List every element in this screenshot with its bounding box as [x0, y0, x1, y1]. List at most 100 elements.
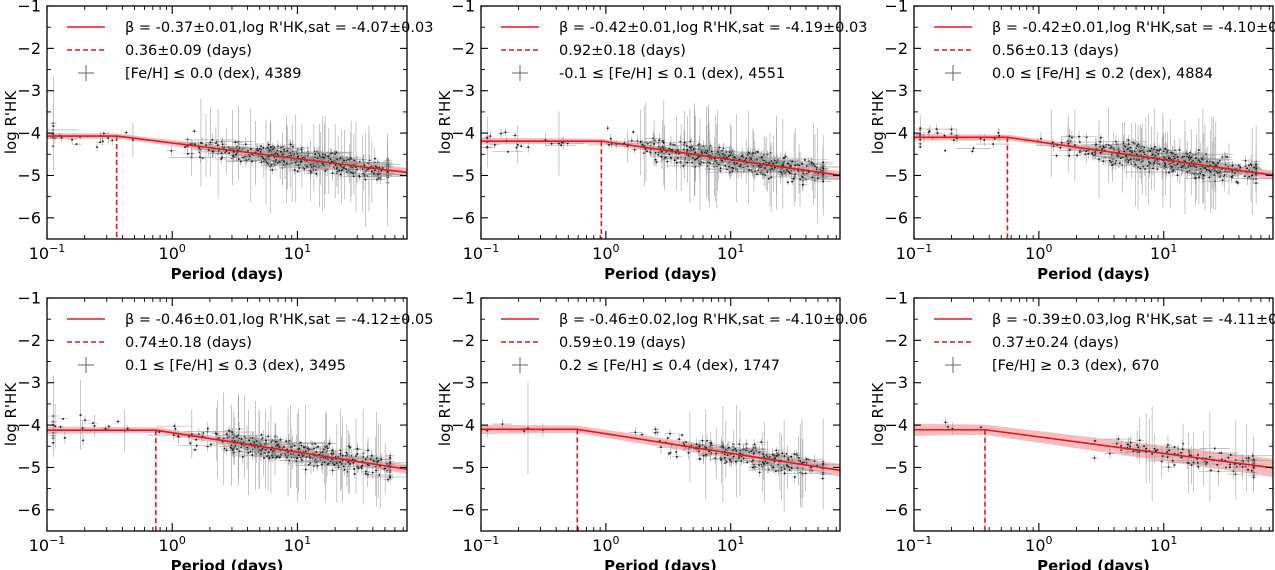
data-point	[767, 162, 770, 165]
data-point	[283, 161, 286, 164]
data-point	[759, 171, 762, 174]
data-point	[1102, 145, 1105, 148]
data-point	[302, 156, 304, 158]
data-point	[725, 156, 728, 159]
data-point	[1110, 147, 1113, 149]
data-point	[221, 143, 224, 146]
data-point	[683, 148, 685, 151]
data-point	[805, 165, 808, 167]
data-point	[343, 159, 345, 162]
data-point	[271, 145, 274, 148]
data-point	[283, 148, 286, 151]
data-point	[260, 161, 263, 163]
data-point	[1108, 159, 1111, 162]
legend-saturation-label: 0.92±0.18 (days)	[559, 43, 686, 59]
data-point	[345, 171, 348, 173]
data-point	[798, 164, 801, 167]
data-point	[805, 173, 808, 175]
data-point	[372, 172, 375, 175]
data-point	[606, 127, 609, 129]
data-point	[764, 167, 766, 169]
data-point	[1209, 163, 1211, 165]
data-point	[688, 149, 690, 152]
data-point	[645, 141, 647, 143]
data-point	[329, 152, 332, 155]
data-point	[1226, 156, 1228, 158]
data-point	[641, 143, 644, 146]
data-point	[1152, 164, 1155, 166]
data-point	[1085, 136, 1088, 138]
data-point	[657, 141, 660, 144]
data-point	[269, 149, 271, 151]
data-point	[341, 168, 344, 171]
data-point	[950, 132, 953, 135]
data-point	[303, 168, 306, 170]
data-point	[741, 155, 743, 157]
data-point	[331, 172, 334, 175]
data-point	[721, 159, 723, 162]
data-point	[273, 156, 276, 158]
data-point	[333, 152, 335, 155]
y-tick-label: −4	[17, 124, 41, 143]
data-point	[743, 162, 746, 165]
data-point	[303, 156, 306, 159]
data-point	[675, 161, 678, 164]
data-point	[1183, 159, 1185, 162]
data-point	[626, 145, 629, 147]
data-point	[808, 171, 810, 173]
data-point	[665, 151, 667, 154]
data-point	[770, 176, 773, 179]
data-point	[636, 140, 639, 143]
data-point	[733, 161, 735, 164]
data-point	[267, 147, 269, 150]
data-point	[693, 148, 695, 150]
data-point	[300, 148, 303, 151]
data-point	[283, 160, 285, 163]
data-point	[718, 146, 721, 149]
data-point	[1156, 168, 1159, 170]
data-point	[787, 170, 790, 173]
data-point	[610, 137, 612, 140]
data-point	[679, 140, 682, 143]
data-point	[314, 165, 317, 167]
data-point	[781, 167, 784, 170]
data-point	[1185, 152, 1188, 155]
data-point	[1176, 164, 1178, 167]
data-point	[566, 142, 569, 145]
data-point	[353, 159, 356, 162]
data-point	[489, 135, 492, 137]
data-point	[296, 153, 299, 155]
data-point	[757, 151, 759, 153]
data-point	[661, 140, 664, 142]
data-point	[761, 156, 763, 158]
data-point	[265, 161, 267, 163]
data-point	[186, 144, 189, 147]
data-point	[746, 165, 749, 168]
data-point	[292, 145, 294, 148]
data-point	[271, 169, 274, 171]
data-point	[1216, 162, 1219, 165]
data-point	[972, 147, 975, 150]
data-point	[1201, 159, 1204, 161]
data-point	[706, 150, 709, 152]
data-point	[368, 159, 371, 162]
data-point	[1105, 146, 1107, 148]
x-axis-title: Period (days)	[171, 265, 284, 283]
data-point	[1244, 175, 1246, 178]
data-point	[267, 164, 270, 166]
data-point	[1140, 147, 1142, 149]
data-point	[697, 157, 699, 159]
data-point	[791, 160, 794, 163]
data-point	[747, 153, 749, 156]
data-point	[199, 148, 202, 151]
data-point	[697, 144, 700, 147]
data-point	[756, 164, 758, 167]
data-point	[1189, 164, 1192, 166]
data-point	[232, 151, 235, 153]
data-point	[248, 158, 250, 161]
data-point	[370, 165, 373, 168]
data-point	[649, 151, 651, 153]
data-point	[658, 151, 660, 154]
data-point	[367, 168, 369, 171]
data-point	[334, 164, 337, 166]
